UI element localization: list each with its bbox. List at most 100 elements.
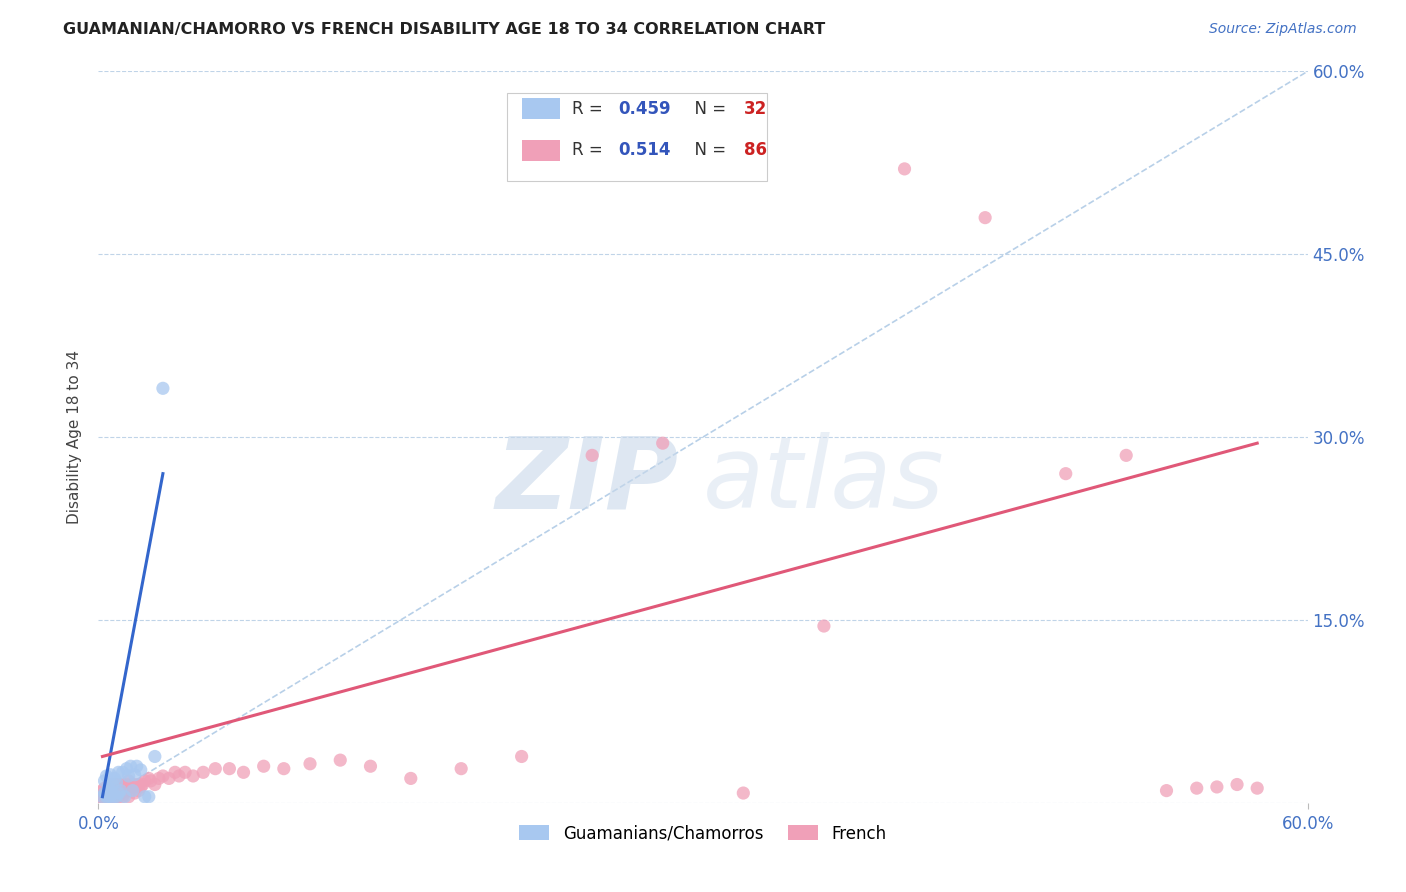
Point — [813, 619, 835, 633]
Point — [105, 778, 128, 792]
Point — [107, 783, 129, 797]
Point — [118, 789, 141, 804]
Point — [1054, 467, 1077, 481]
Point — [103, 780, 125, 794]
Y-axis label: Disability Age 18 to 34: Disability Age 18 to 34 — [67, 350, 83, 524]
Point — [129, 763, 152, 777]
Point — [510, 749, 533, 764]
Point — [399, 772, 422, 786]
Point — [152, 769, 174, 783]
Point — [733, 786, 755, 800]
Point — [174, 765, 197, 780]
Point — [218, 762, 240, 776]
Point — [107, 765, 129, 780]
Point — [974, 211, 997, 225]
Point — [139, 773, 162, 788]
Point — [167, 769, 190, 783]
Point — [101, 789, 124, 804]
Point — [273, 762, 295, 776]
Text: 32: 32 — [744, 100, 768, 118]
Point — [581, 448, 603, 462]
Point — [114, 789, 136, 804]
Point — [118, 773, 141, 788]
Point — [101, 778, 124, 792]
Point — [111, 778, 134, 792]
Text: R =: R = — [572, 141, 609, 160]
Point — [1226, 778, 1249, 792]
Point — [93, 786, 115, 800]
Point — [100, 783, 122, 797]
Text: 86: 86 — [744, 141, 768, 160]
Text: R =: R = — [572, 100, 609, 118]
Point — [129, 780, 152, 794]
Point — [91, 789, 114, 804]
Point — [97, 789, 120, 804]
Point — [93, 789, 115, 804]
Point — [111, 765, 134, 780]
Point — [103, 789, 125, 804]
Point — [893, 161, 915, 176]
Point — [204, 762, 226, 776]
Point — [103, 789, 125, 804]
Point — [114, 786, 136, 800]
Point — [299, 756, 322, 771]
Point — [111, 789, 134, 804]
Point — [97, 778, 120, 792]
Point — [120, 783, 142, 797]
Point — [1246, 781, 1268, 796]
Point — [120, 778, 142, 792]
Point — [105, 789, 128, 804]
Point — [134, 789, 156, 804]
Point — [115, 778, 138, 792]
Point — [124, 786, 146, 800]
Point — [120, 759, 142, 773]
Point — [143, 749, 166, 764]
Point — [114, 780, 136, 794]
Point — [91, 789, 114, 804]
Point — [103, 786, 125, 800]
Point — [124, 768, 146, 782]
Text: 0.514: 0.514 — [619, 141, 671, 160]
FancyBboxPatch shape — [522, 140, 561, 161]
Point — [157, 772, 180, 786]
FancyBboxPatch shape — [522, 98, 561, 119]
Text: GUAMANIAN/CHAMORRO VS FRENCH DISABILITY AGE 18 TO 34 CORRELATION CHART: GUAMANIAN/CHAMORRO VS FRENCH DISABILITY … — [63, 22, 825, 37]
Point — [651, 436, 673, 450]
Point — [100, 789, 122, 804]
Point — [181, 769, 204, 783]
Point — [125, 780, 148, 794]
Point — [125, 759, 148, 773]
Point — [105, 789, 128, 804]
Point — [96, 789, 118, 804]
Point — [232, 765, 254, 780]
Point — [97, 781, 120, 796]
Point — [115, 762, 138, 776]
Point — [107, 786, 129, 800]
Point — [100, 768, 122, 782]
Point — [1185, 781, 1208, 796]
Point — [96, 769, 118, 783]
Point — [121, 780, 143, 794]
Point — [107, 786, 129, 800]
Point — [163, 765, 186, 780]
Point — [97, 789, 120, 804]
Point — [107, 778, 129, 792]
Point — [100, 781, 122, 796]
Point — [100, 783, 122, 797]
Point — [152, 381, 174, 395]
Point — [111, 783, 134, 797]
Point — [101, 786, 124, 800]
Point — [101, 783, 124, 797]
Point — [128, 778, 150, 792]
Text: ZIP: ZIP — [496, 433, 679, 530]
Point — [360, 759, 382, 773]
Point — [110, 786, 132, 800]
Point — [96, 783, 118, 797]
Point — [105, 783, 128, 797]
Point — [118, 769, 141, 783]
Point — [124, 778, 146, 792]
Point — [110, 780, 132, 794]
Text: 0.459: 0.459 — [619, 100, 671, 118]
Point — [118, 781, 141, 796]
Text: N =: N = — [683, 100, 731, 118]
